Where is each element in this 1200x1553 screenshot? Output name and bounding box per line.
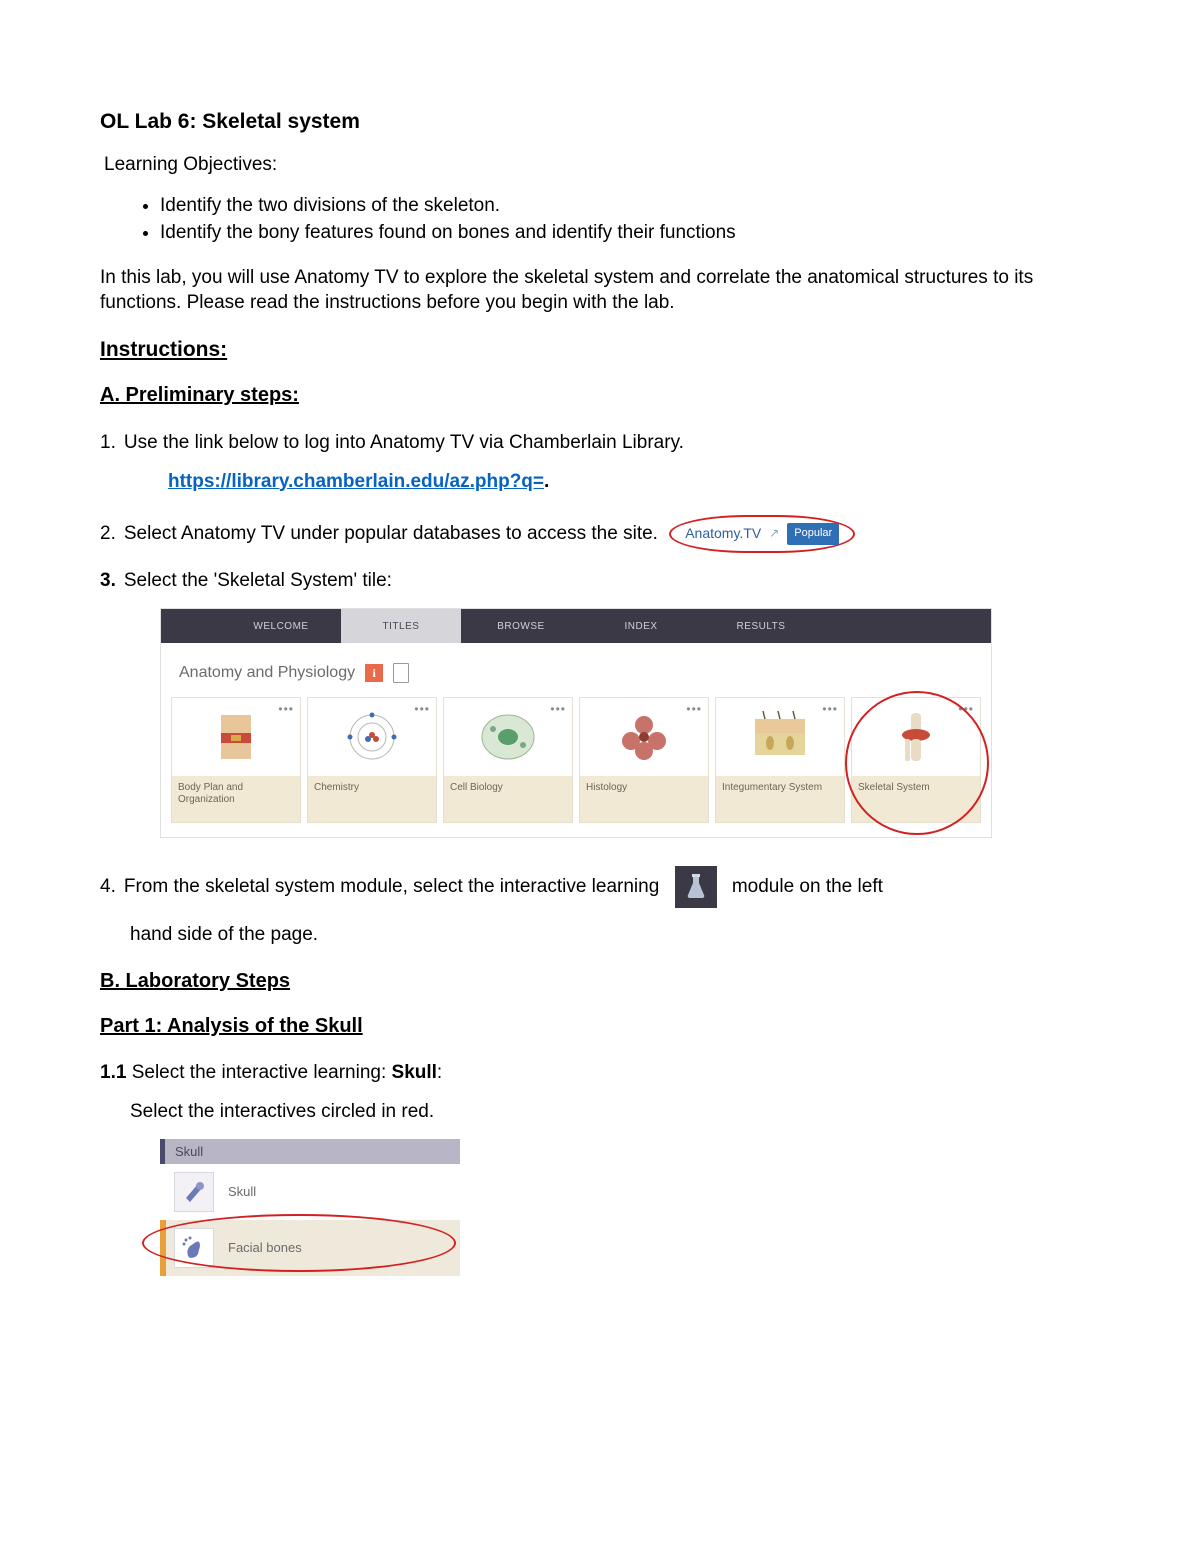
tab-index[interactable]: INDEX — [581, 609, 701, 643]
skull-icon — [174, 1172, 214, 1212]
section-b-heading: B. Laboratory Steps — [100, 970, 1100, 993]
tiles-row: ••• Body Plan and Organization ••• — [161, 697, 991, 837]
tile-label: Integumentary System — [716, 776, 844, 822]
step-number: 4. — [100, 873, 116, 901]
tile-menu-icon[interactable]: ••• — [550, 702, 566, 716]
step-11-bold: Skull — [392, 1062, 437, 1083]
anatomy-tv-badge: Anatomy.TV ↗ Popular — [669, 515, 855, 553]
step-11-text-b: : — [437, 1062, 442, 1083]
tile-menu-icon[interactable]: ••• — [414, 702, 430, 716]
objective-item: Identify the two divisions of the skelet… — [160, 192, 1100, 220]
tile-label: Cell Biology — [444, 776, 572, 822]
step-number: 1.1 — [100, 1062, 126, 1083]
tile-integumentary[interactable]: ••• Integumentary System — [715, 697, 845, 823]
tile-menu-icon[interactable]: ••• — [958, 702, 974, 716]
tabs-bar: WELCOME TITLES BROWSE INDEX RESULTS — [161, 609, 991, 643]
tile-body-plan[interactable]: ••• Body Plan and Organization — [171, 697, 301, 823]
tile-chemistry[interactable]: ••• Chemistry — [307, 697, 437, 823]
skull-item-label: Facial bones — [228, 1240, 302, 1255]
step-text: Use the link below to log into Anatomy T… — [124, 429, 1100, 457]
step-4: 4. From the skeletal system module, sele… — [100, 866, 1100, 908]
skull-list-screenshot: Skull Skull Facial bones — [160, 1139, 460, 1276]
step-11-sub: Select the interactives circled in red. — [130, 1099, 1100, 1125]
tile-label: Histology — [580, 776, 708, 822]
flask-icon[interactable] — [675, 866, 717, 908]
tiles-subhead: Anatomy and Physiology i — [161, 643, 991, 697]
tile-histology[interactable]: ••• Histology — [579, 697, 709, 823]
step-1: 1. Use the link below to log into Anatom… — [100, 429, 1100, 457]
tile-menu-icon[interactable]: ••• — [822, 702, 838, 716]
page-title: OL Lab 6: Skeletal system — [100, 110, 1100, 134]
step-1-link-row: https://library.chamberlain.edu/az.php?q… — [168, 471, 1100, 493]
step-text: Select the 'Skeletal System' tile: — [124, 567, 1100, 595]
tile-label: Chemistry — [308, 776, 436, 822]
step-4-cont: hand side of the page. — [130, 922, 1100, 948]
tile-cell-biology[interactable]: ••• Cell Biology — [443, 697, 573, 823]
tab-welcome[interactable]: WELCOME — [221, 609, 341, 643]
tiles-subhead-text: Anatomy and Physiology — [179, 664, 355, 682]
step-number: 3. — [100, 567, 116, 595]
anatomy-tv-screenshot: WELCOME TITLES BROWSE INDEX RESULTS Anat… — [160, 608, 992, 838]
objective-item: Identify the bony features found on bone… — [160, 219, 1100, 247]
skull-item-label: Skull — [228, 1184, 256, 1199]
external-link-icon: ↗ — [769, 525, 779, 542]
section-a-heading: A. Preliminary steps: — [100, 384, 1100, 407]
skull-list-header: Skull — [160, 1139, 460, 1164]
popular-badge: Popular — [787, 523, 839, 545]
step-2-text: Select Anatomy TV under popular database… — [124, 523, 658, 544]
step-text: From the skeletal system module, select … — [124, 866, 1100, 908]
tile-menu-icon[interactable]: ••• — [686, 702, 702, 716]
objectives-label: Learning Objectives: — [104, 152, 1100, 178]
link-trail: . — [544, 471, 549, 492]
step-3: 3. Select the 'Skeletal System' tile: — [100, 567, 1100, 595]
tab-browse[interactable]: BROWSE — [461, 609, 581, 643]
step-4-text-b: module on the left — [732, 876, 883, 897]
step-11-text-a: Select the interactive learning: — [126, 1062, 391, 1083]
step-text: Select Anatomy TV under popular database… — [124, 515, 1100, 553]
skull-list-item-facial-bones[interactable]: Facial bones — [160, 1220, 460, 1276]
tile-skeletal-system[interactable]: ••• Skeletal System — [851, 697, 981, 823]
tab-titles[interactable]: TITLES — [341, 609, 461, 643]
step-2: 2. Select Anatomy TV under popular datab… — [100, 515, 1100, 553]
library-link[interactable]: https://library.chamberlain.edu/az.php?q… — [168, 471, 544, 492]
tab-spacer — [161, 609, 221, 643]
step-1-1: 1.1 Select the interactive learning: Sku… — [100, 1060, 1100, 1086]
instructions-heading: Instructions: — [100, 338, 1100, 362]
objectives-list: Identify the two divisions of the skelet… — [100, 192, 1100, 247]
step-number: 2. — [100, 520, 116, 548]
tile-menu-icon[interactable]: ••• — [278, 702, 294, 716]
info-icon[interactable]: i — [365, 664, 383, 682]
step-number: 1. — [100, 429, 116, 457]
tab-results[interactable]: RESULTS — [701, 609, 821, 643]
anatomy-tv-text[interactable]: Anatomy.TV — [685, 523, 761, 543]
part-1-heading: Part 1: Analysis of the Skull — [100, 1015, 1100, 1038]
hand-icon — [174, 1228, 214, 1268]
book-icon[interactable] — [393, 663, 409, 683]
document-page: OL Lab 6: Skeletal system Learning Objec… — [0, 0, 1200, 1553]
tile-label: Skeletal System — [852, 776, 980, 822]
skull-list-item-skull[interactable]: Skull — [160, 1164, 460, 1220]
intro-paragraph: In this lab, you will use Anatomy TV to … — [100, 265, 1100, 316]
step-4-text-a: From the skeletal system module, select … — [124, 876, 659, 897]
tile-label: Body Plan and Organization — [172, 776, 300, 822]
